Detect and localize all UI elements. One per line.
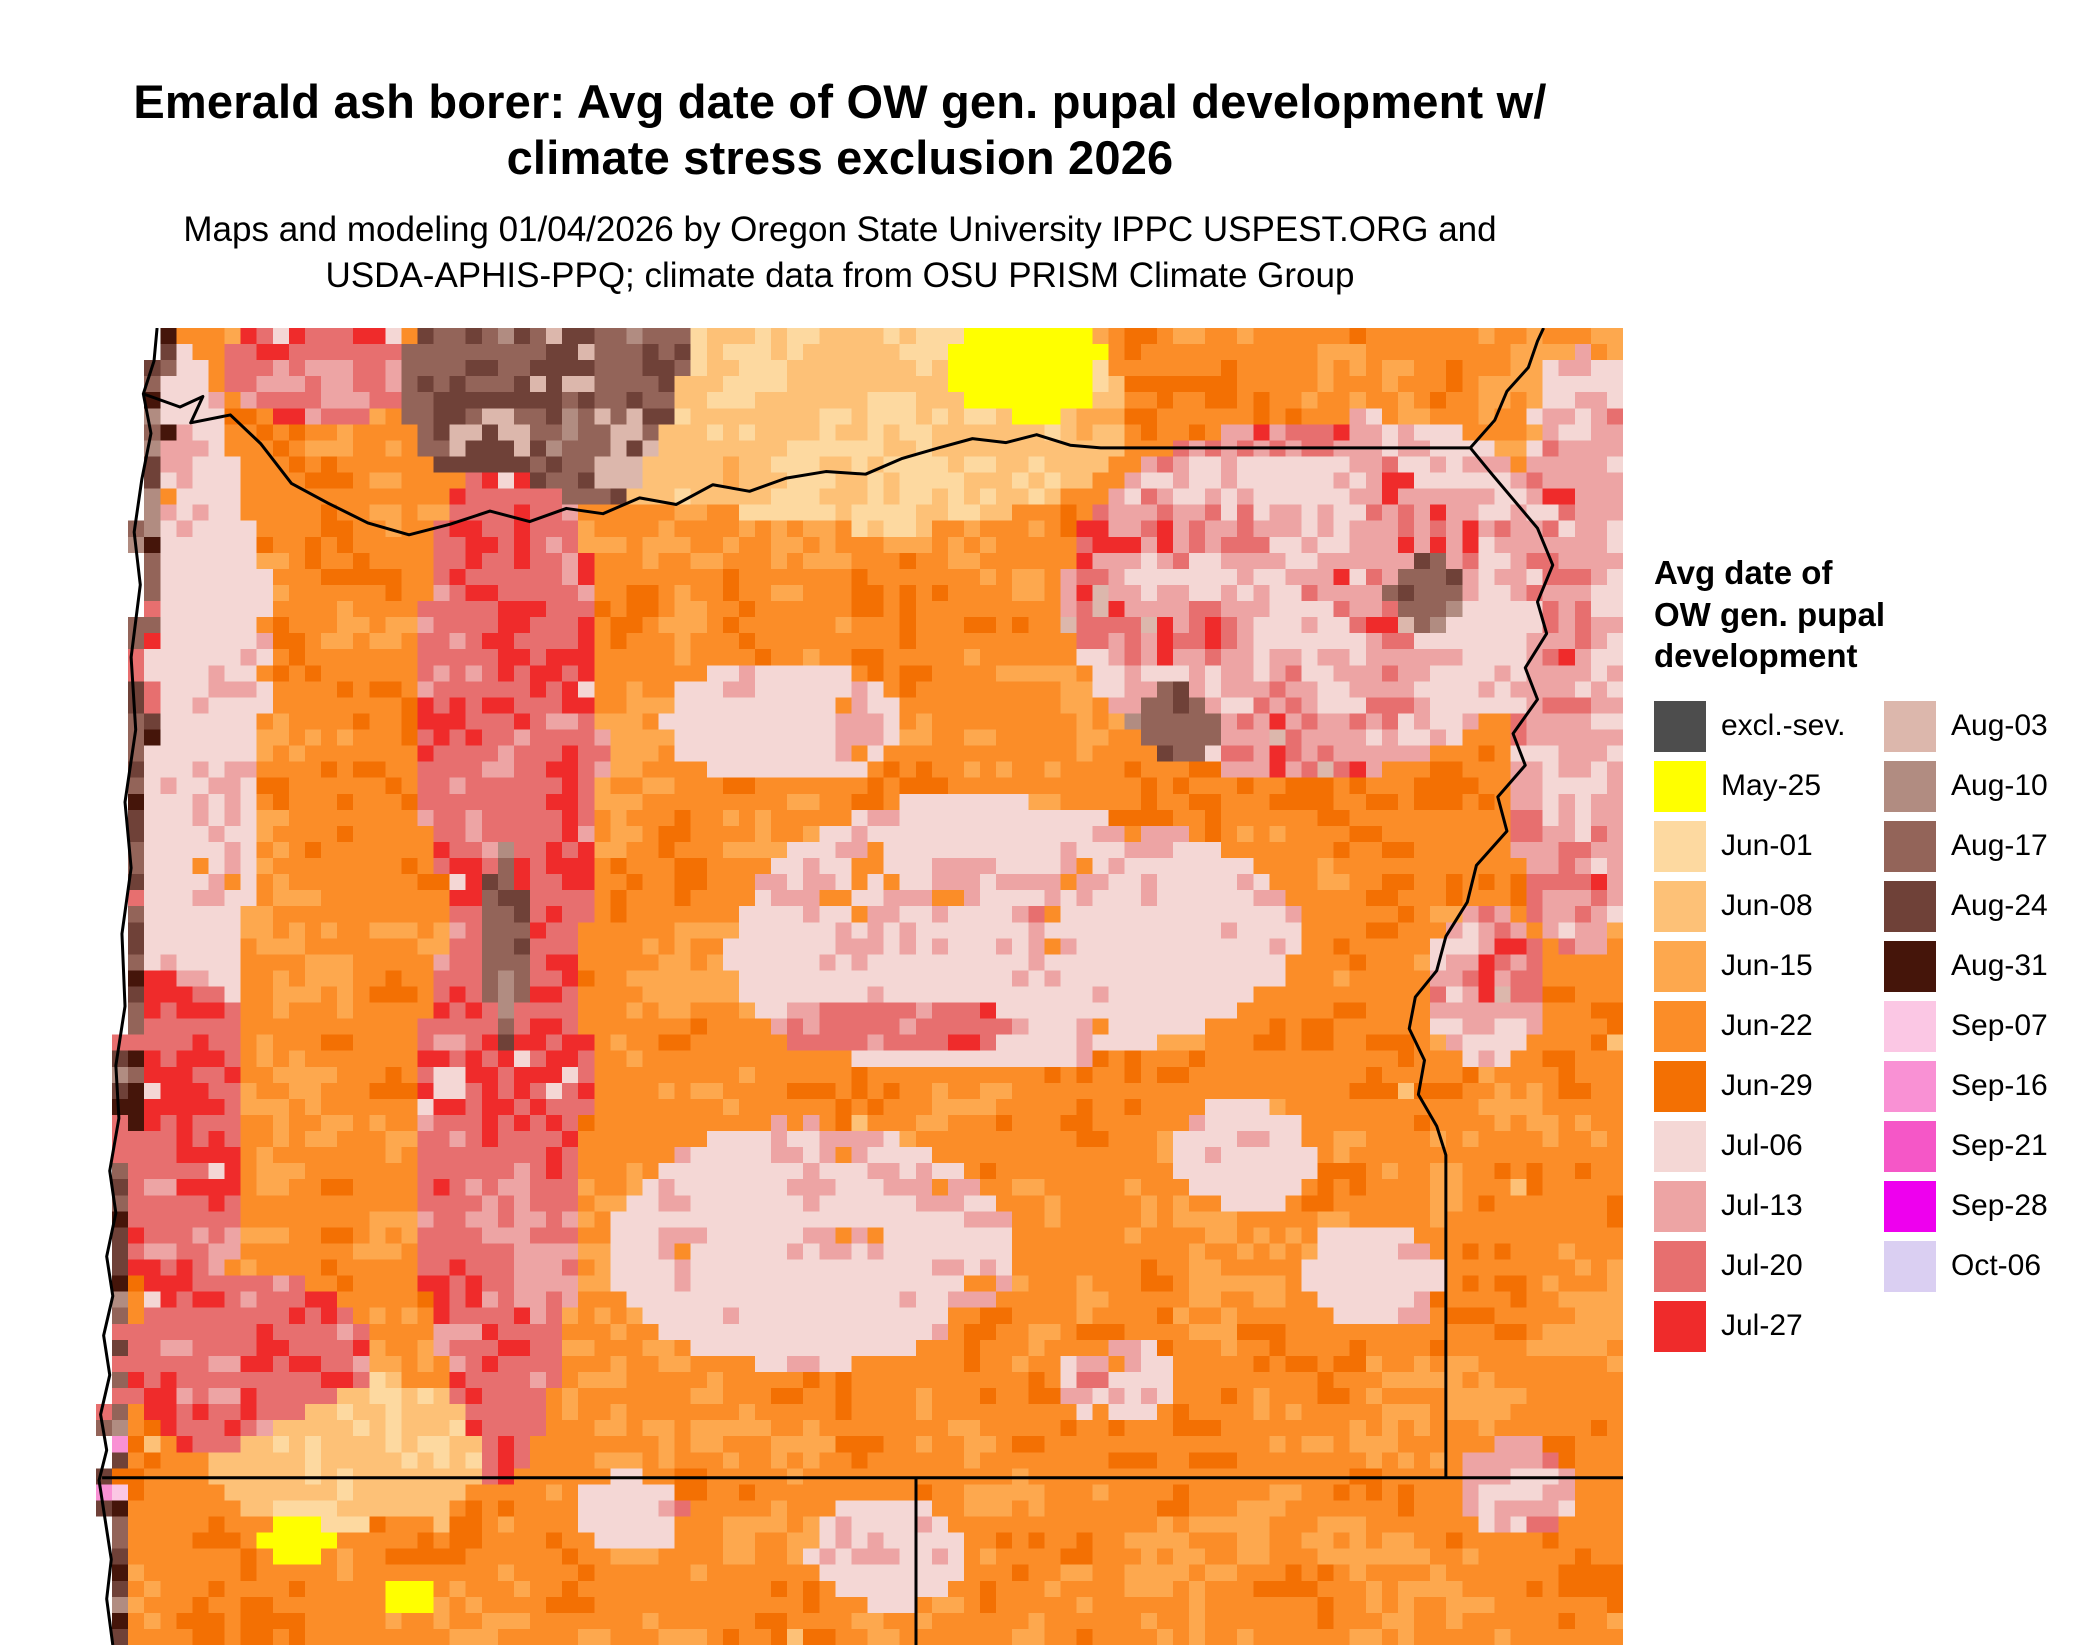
legend-label: Sep-21 — [1951, 1129, 2048, 1163]
legend-swatch-sep21 — [1884, 1120, 1936, 1172]
map-heading: Emerald ash borer: Avg date of OW gen. p… — [0, 74, 1680, 299]
map-subtitle-line2: USDA-APHIS-PPQ; climate data from OSU PR… — [325, 255, 1355, 295]
legend-swatch-oct06 — [1884, 1240, 1936, 1292]
legend-label: May-25 — [1721, 769, 1822, 803]
border-snake — [1409, 448, 1553, 1478]
legend-swatch-jun08 — [1654, 880, 1706, 932]
legend-swatch-jul27 — [1654, 1300, 1706, 1352]
legend-swatch-may25 — [1654, 760, 1706, 812]
legend-label: Sep-28 — [1951, 1189, 2048, 1223]
legend-swatch-sep16 — [1884, 1060, 1936, 1112]
legend-entry-aug17: Aug-17 — [1884, 820, 2048, 872]
legend-title-line3: development — [1654, 637, 1858, 675]
legend-entry-sep16: Sep-16 — [1884, 1060, 2048, 1112]
legend-title-line1: Avg date of — [1654, 554, 1833, 591]
state-border-overlay — [96, 328, 1623, 1645]
legend-swatch-jul13 — [1654, 1180, 1706, 1232]
legend-swatch-jul06 — [1654, 1120, 1706, 1172]
legend-label: Jul-13 — [1721, 1189, 1803, 1223]
legend-label: Jun-29 — [1721, 1069, 1813, 1103]
legend-label: Jul-06 — [1721, 1129, 1803, 1163]
legend-entry-excl: excl.-sev. — [1654, 700, 1870, 752]
legend-column-2: Aug-03 Aug-10 Aug-17 Aug-24 Aug-31 Sep-07 Sep-… — [1884, 700, 2048, 1352]
legend-entry-aug31: Aug-31 — [1884, 940, 2048, 992]
legend-label: Aug-10 — [1951, 769, 2048, 803]
legend-swatch-aug31 — [1884, 940, 1936, 992]
map-title: Emerald ash borer: Avg date of OW gen. p… — [0, 74, 1680, 187]
legend-entry-jul27: Jul-27 — [1654, 1300, 1870, 1352]
legend-label: Jul-27 — [1721, 1309, 1803, 1343]
oregon-raster-canvas — [96, 328, 1623, 1645]
legend-entry-sep21: Sep-21 — [1884, 1120, 2048, 1172]
legend-swatch-aug10 — [1884, 760, 1936, 812]
legend-entry-jul20: Jul-20 — [1654, 1240, 1870, 1292]
legend-entry-jun08: Jun-08 — [1654, 880, 1870, 932]
legend-swatch-jun22 — [1654, 1000, 1706, 1052]
legend-label: Jun-22 — [1721, 1009, 1813, 1043]
legend-label: Aug-31 — [1951, 949, 2048, 983]
legend-entry-jun15: Jun-15 — [1654, 940, 1870, 992]
legend-entry-aug24: Aug-24 — [1884, 880, 2048, 932]
map-title-line2: climate stress exclusion 2026 — [506, 131, 1174, 185]
legend-entry-jun22: Jun-22 — [1654, 1000, 1870, 1052]
map-subtitle: Maps and modeling 01/04/2026 by Oregon S… — [0, 207, 1680, 299]
legend-label: Sep-16 — [1951, 1069, 2048, 1103]
legend-entry-aug10: Aug-10 — [1884, 760, 2048, 812]
legend-label: Oct-06 — [1951, 1249, 2042, 1283]
legend-swatch-jun01 — [1654, 820, 1706, 872]
border-wa_id — [1470, 328, 1543, 448]
legend-label: excl.-sev. — [1721, 709, 1846, 743]
border-north — [143, 394, 1470, 535]
legend-title-line2: OW gen. pupal — [1654, 595, 1885, 633]
legend-entry-aug03: Aug-03 — [1884, 700, 2048, 752]
legend-entry-jun01: Jun-01 — [1654, 820, 1870, 872]
legend-column-1: excl.-sev. May-25 Jun-01 Jun-08 Jun-15 Jun-22… — [1654, 700, 1870, 1352]
legend-entry-sep28: Sep-28 — [1884, 1180, 2048, 1232]
legend-label: Jun-15 — [1721, 949, 1813, 983]
legend-label: Aug-17 — [1951, 829, 2048, 863]
map-title-line1: Emerald ash borer: Avg date of OW gen. p… — [133, 75, 1547, 128]
legend-label: Sep-07 — [1951, 1009, 2048, 1043]
legend-label: Jul-20 — [1721, 1249, 1803, 1283]
legend-swatch-aug03 — [1884, 700, 1936, 752]
legend-swatch-sep28 — [1884, 1180, 1936, 1232]
legend-swatch-aug17 — [1884, 820, 1936, 872]
legend-swatch-sep07 — [1884, 1000, 1936, 1052]
legend-columns: excl.-sev. May-25 Jun-01 Jun-08 Jun-15 Jun-22… — [1654, 700, 2098, 1352]
legend-label: Aug-03 — [1951, 709, 2048, 743]
legend-label: Jun-08 — [1721, 889, 1813, 923]
legend-entry-oct06: Oct-06 — [1884, 1240, 2048, 1292]
legend-label: Aug-24 — [1951, 889, 2048, 923]
legend-swatch-excl — [1654, 700, 1706, 752]
legend-entry-may25: May-25 — [1654, 760, 1870, 812]
legend-swatch-jun15 — [1654, 940, 1706, 992]
legend-label: Jun-01 — [1721, 829, 1813, 863]
legend-entry-jul06: Jul-06 — [1654, 1120, 1870, 1172]
legend-swatch-aug24 — [1884, 880, 1936, 932]
legend-title: Avg date of OW gen. pupal development — [1654, 552, 2098, 677]
legend: Avg date of OW gen. pupal development excl… — [1654, 552, 2098, 1352]
coastline-border — [99, 328, 157, 1645]
legend-swatch-jun29 — [1654, 1060, 1706, 1112]
legend-entry-jul13: Jul-13 — [1654, 1180, 1870, 1232]
legend-entry-jun29: Jun-29 — [1654, 1060, 1870, 1112]
legend-entry-sep07: Sep-07 — [1884, 1000, 2048, 1052]
oregon-map — [96, 328, 1623, 1645]
map-subtitle-line1: Maps and modeling 01/04/2026 by Oregon S… — [183, 209, 1497, 249]
legend-swatch-jul20 — [1654, 1240, 1706, 1292]
